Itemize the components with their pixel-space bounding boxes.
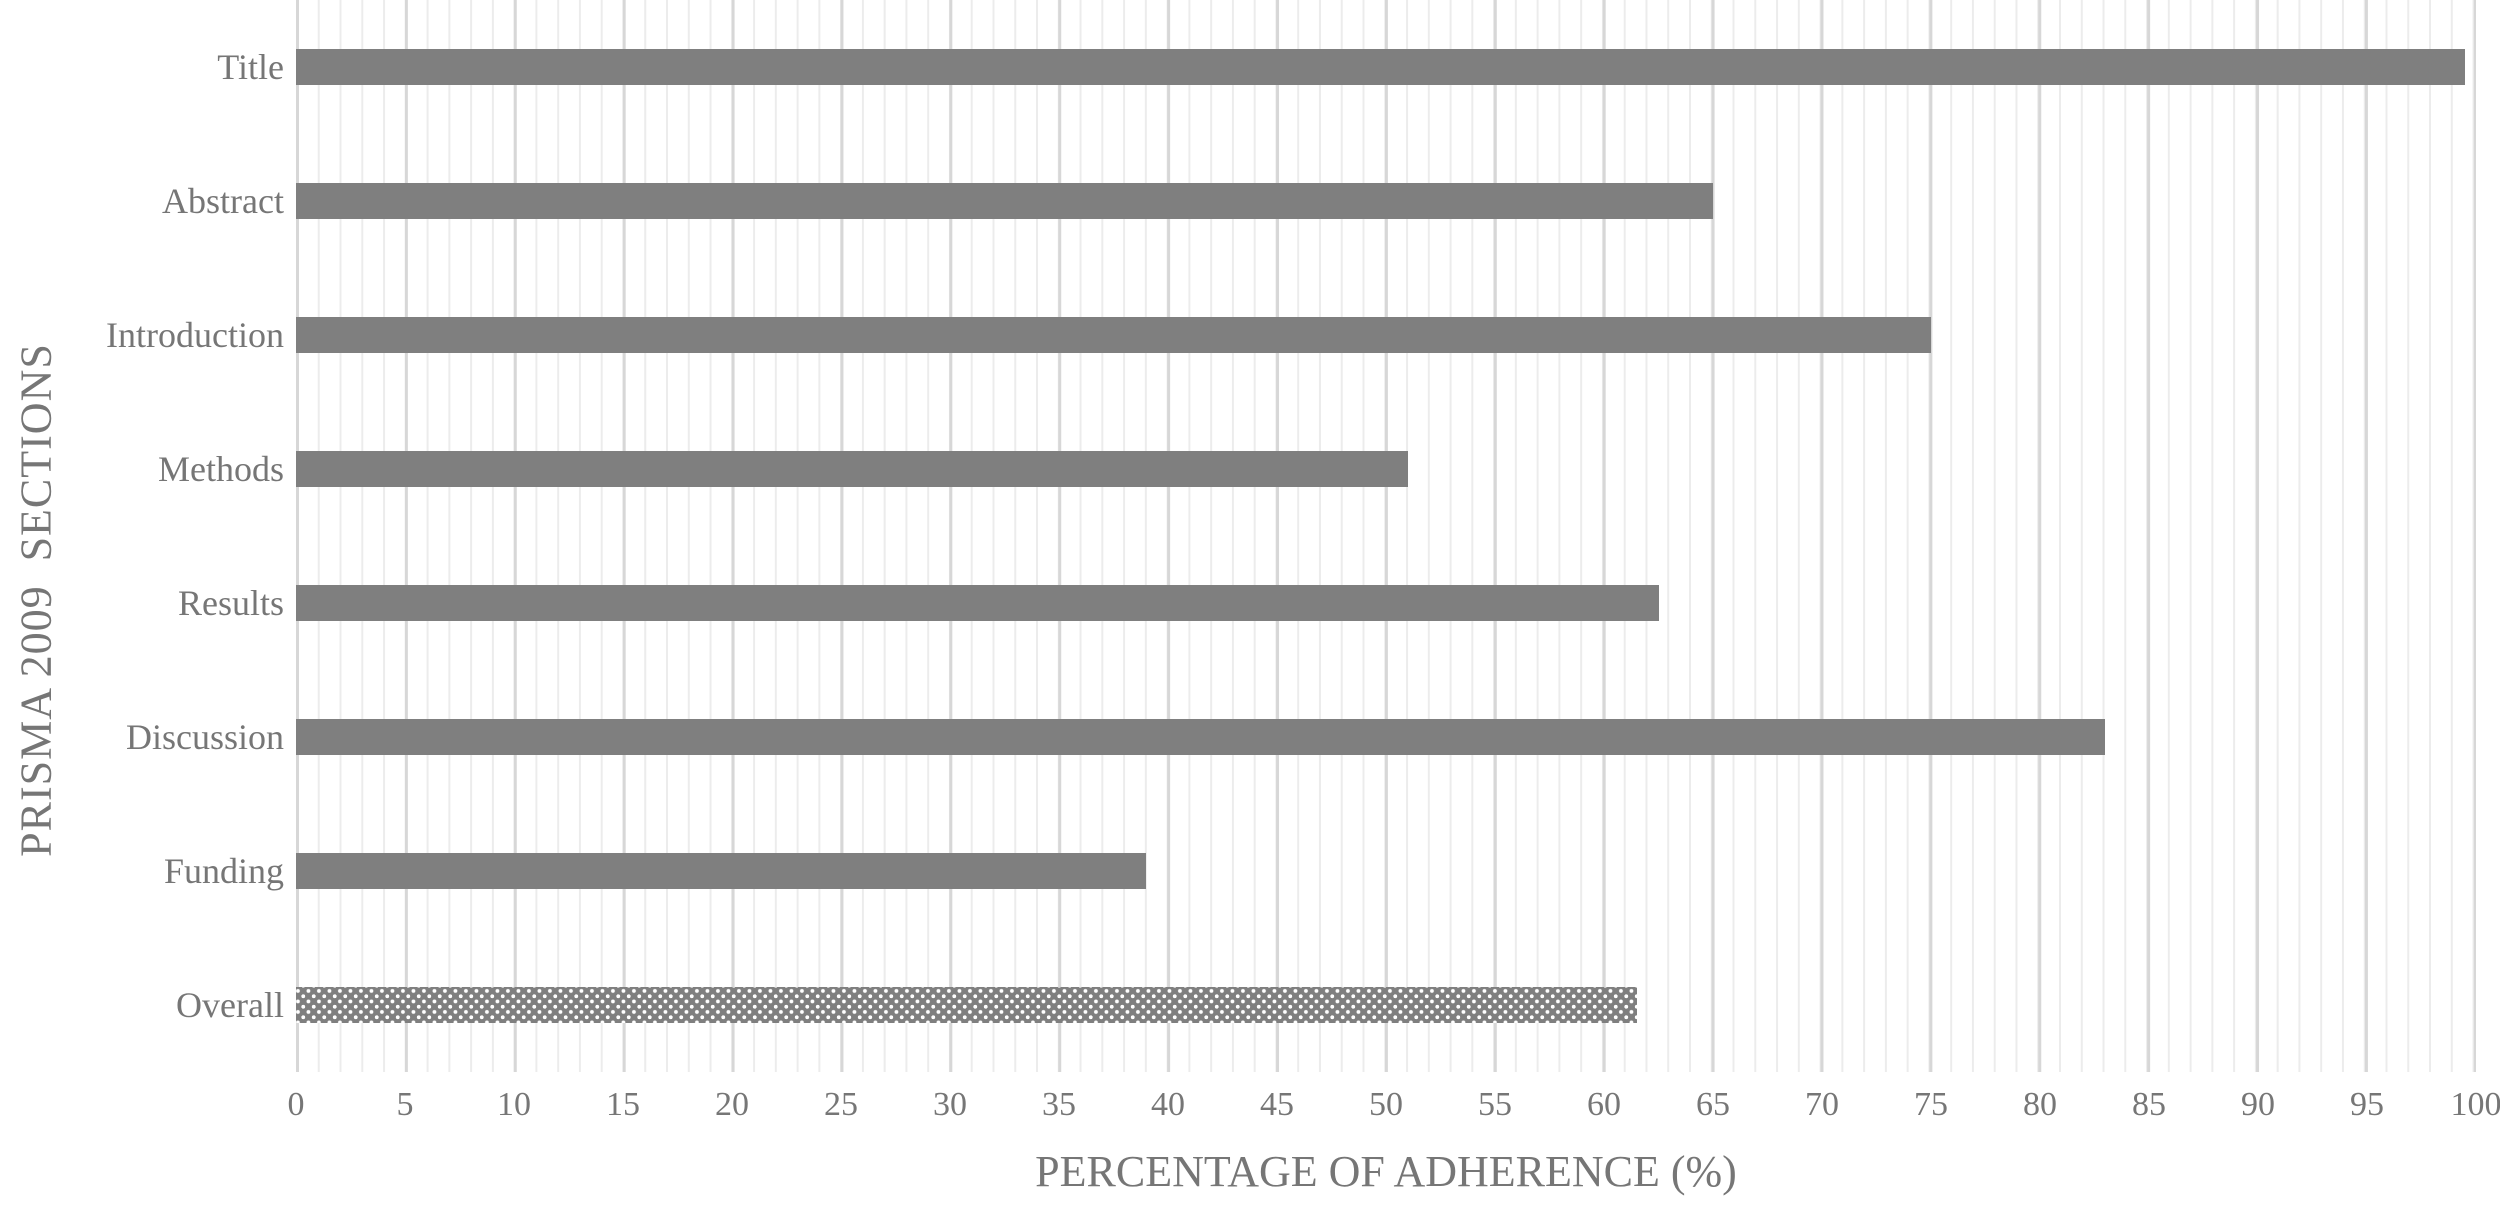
category-label-overall: Overall <box>176 985 284 1025</box>
x-tick-label-45: 45 <box>1260 1086 1294 1123</box>
x-tick-label-5: 5 <box>396 1086 414 1123</box>
x-tick-label-40: 40 <box>1151 1086 1185 1123</box>
x-tick-label-30: 30 <box>933 1086 967 1123</box>
category-label-abstract: Abstract <box>162 181 284 221</box>
bar-funding <box>296 853 1147 889</box>
x-tick-label-85: 85 <box>2132 1086 2166 1123</box>
x-tick-label-25: 25 <box>824 1086 858 1123</box>
category-axis: Title Abstract Introduction Methods Results D… <box>0 0 284 1072</box>
bar-methods <box>296 451 1408 487</box>
x-axis-tick-labels: 0 5 10 15 20 25 30 35 40 45 50 55 60 65 70 75 80 85 90 95 10… <box>288 1086 2500 1134</box>
bar-introduction <box>296 317 1931 353</box>
x-tick-label-60: 60 <box>1587 1086 1621 1123</box>
x-tick-label-0: 0 <box>287 1086 305 1123</box>
x-tick-label-10: 10 <box>497 1086 531 1123</box>
bar-discussion <box>296 719 2106 755</box>
x-tick-label-15: 15 <box>606 1086 640 1123</box>
x-tick-label-70: 70 <box>1805 1086 1839 1123</box>
category-label-funding: Funding <box>163 851 284 891</box>
x-tick-label-100: 100 <box>2450 1086 2500 1123</box>
plot-area <box>296 0 2476 1072</box>
x-tick-label-20: 20 <box>715 1086 749 1123</box>
x-tick-label-80: 80 <box>2023 1086 2057 1123</box>
x-tick-label-95: 95 <box>2350 1086 2384 1123</box>
bar-overall <box>296 987 1637 1023</box>
x-tick-label-50: 50 <box>1369 1086 1403 1123</box>
category-label-results: Results <box>177 583 284 623</box>
x-tick-label-35: 35 <box>1042 1086 1076 1123</box>
x-tick-label-90: 90 <box>2241 1086 2275 1123</box>
category-label-discussion: Discussion <box>125 717 284 757</box>
x-tick-label-55: 55 <box>1478 1086 1512 1123</box>
category-label-title: Title <box>217 47 284 87</box>
bar-title <box>296 49 2466 85</box>
category-label-methods: Methods <box>158 449 284 489</box>
bar-results <box>296 585 1659 621</box>
x-tick-label-75: 75 <box>1914 1086 1948 1123</box>
category-label-introduction: Introduction <box>106 315 284 355</box>
x-axis-title: PERCENTAGE OF ADHERENCE (%) <box>1035 1147 1737 1196</box>
x-tick-label-65: 65 <box>1696 1086 1730 1123</box>
bar-abstract <box>296 183 1713 219</box>
